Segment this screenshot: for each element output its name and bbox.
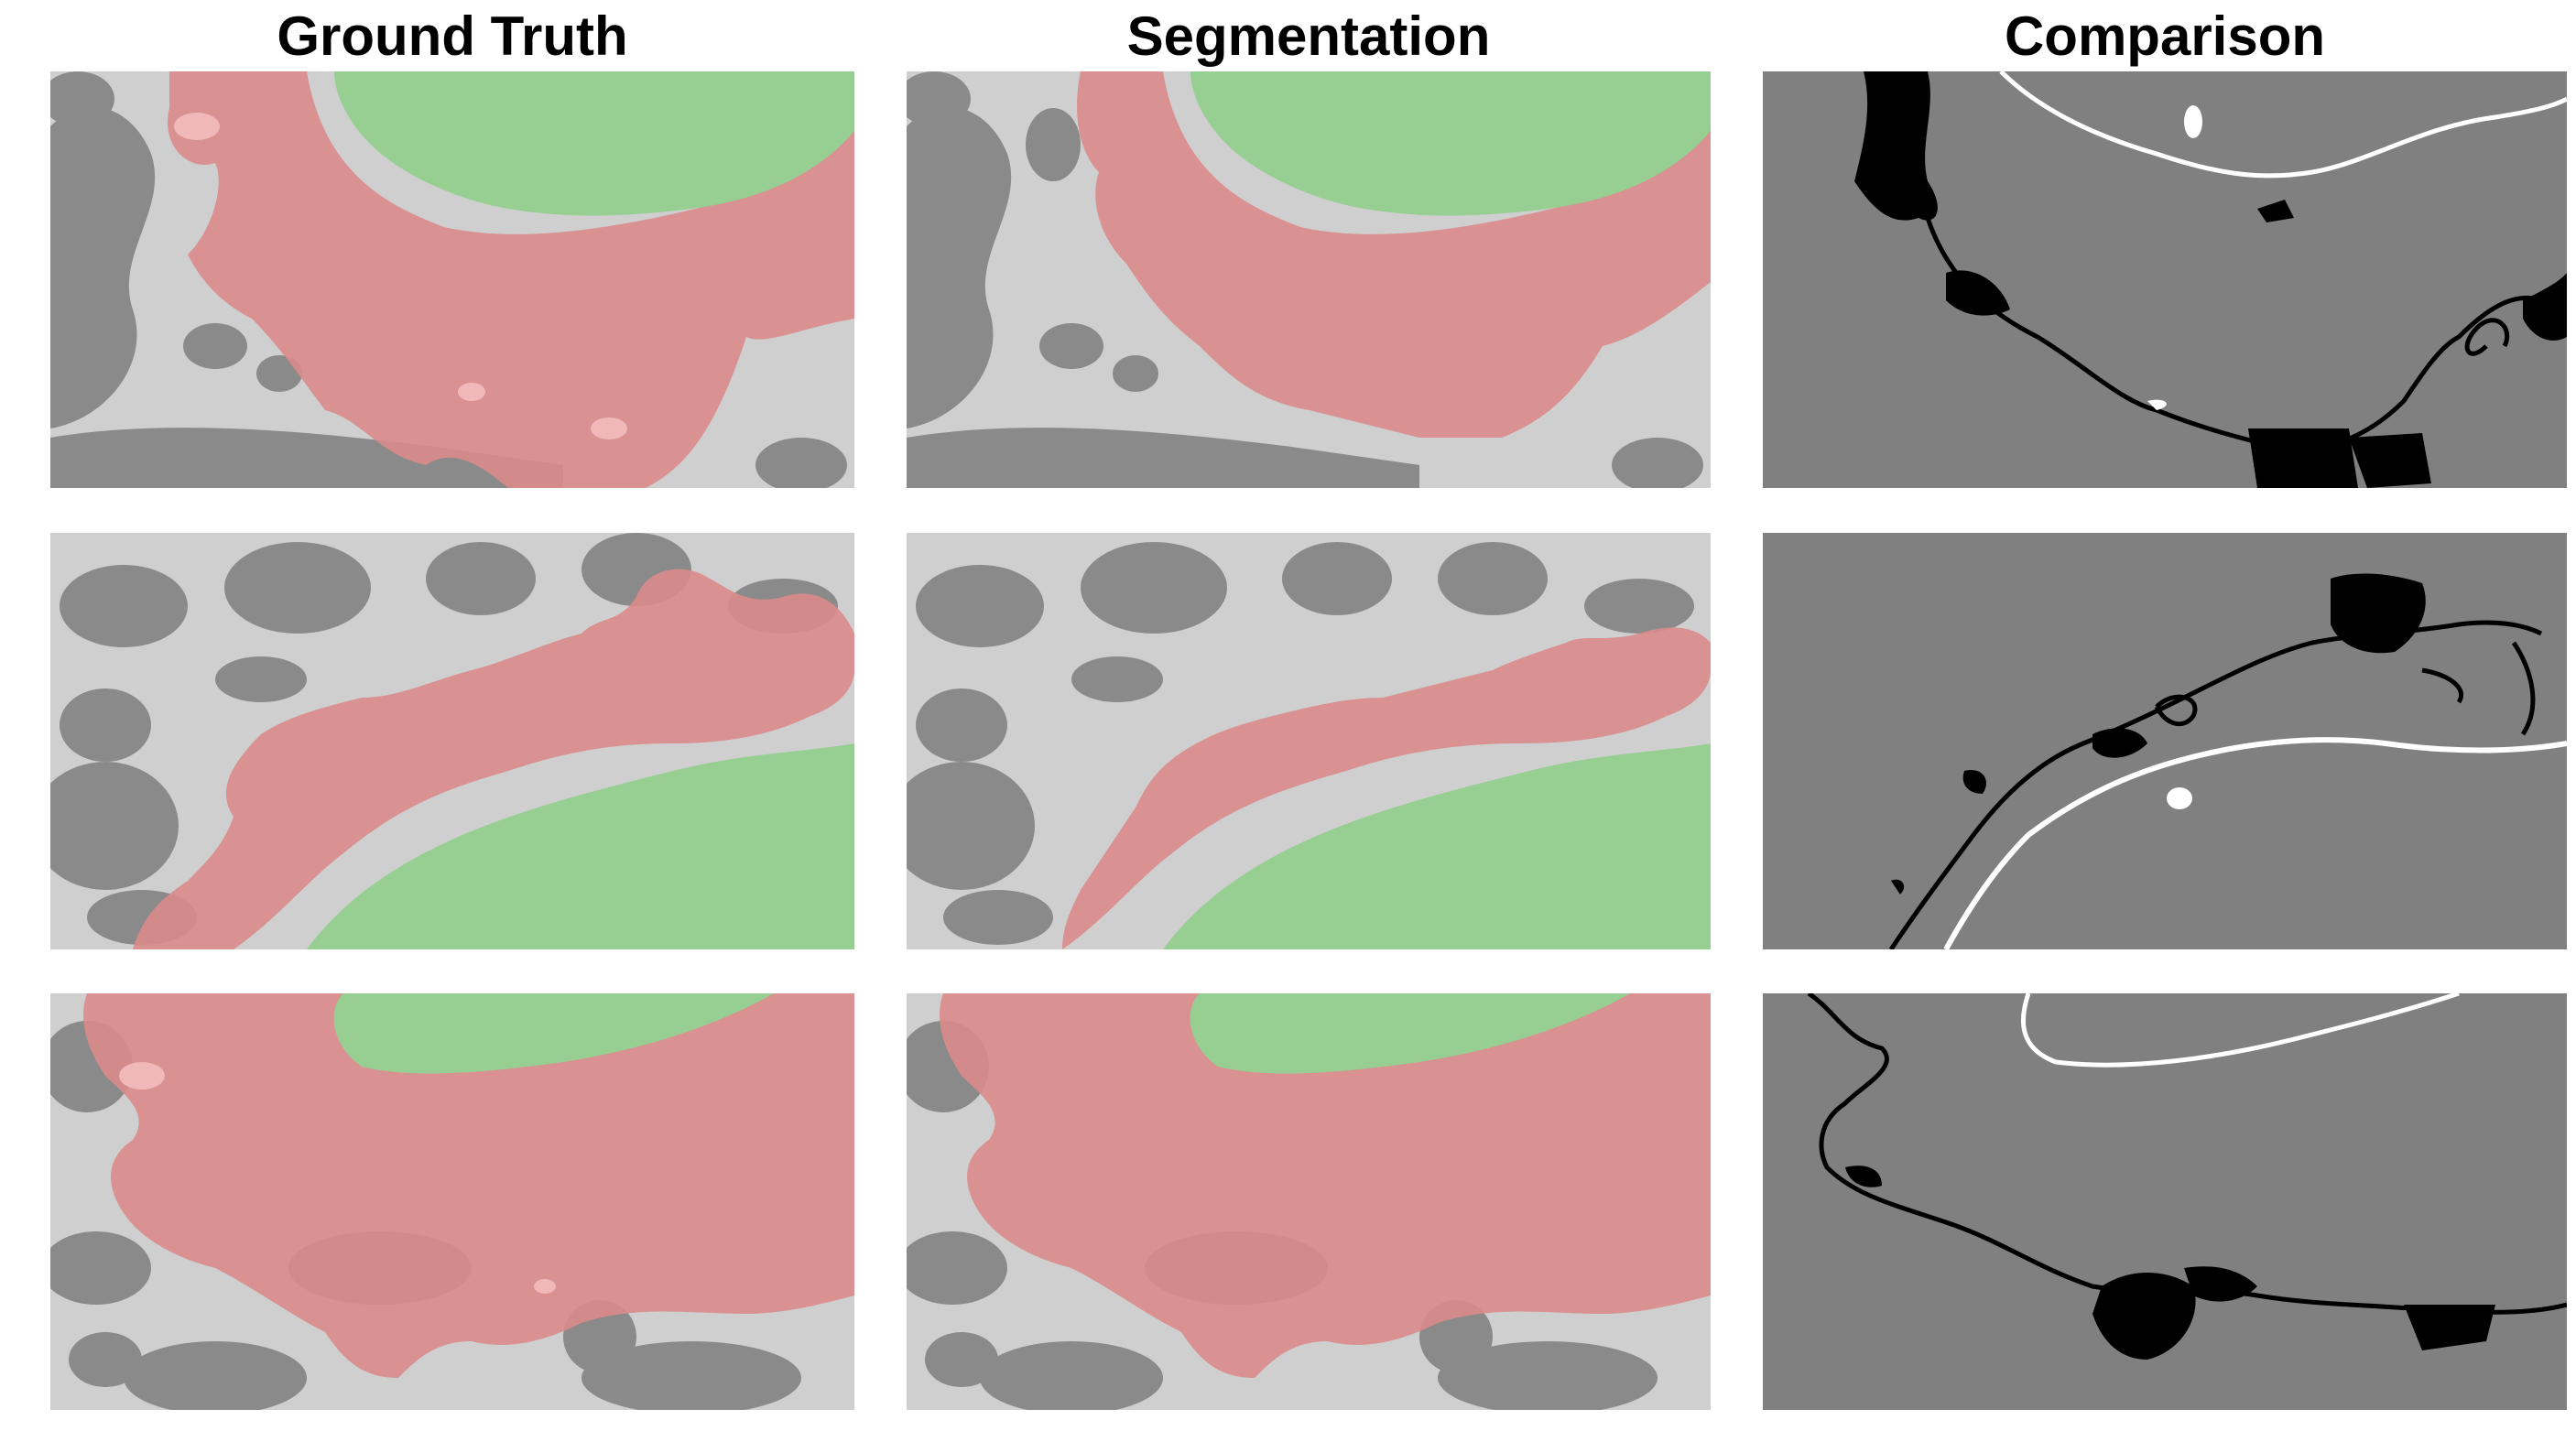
panel-segmentation-row2 bbox=[907, 533, 1711, 949]
column-title-comparison: Comparison bbox=[2004, 5, 2326, 67]
panel-comparison-row2 bbox=[1763, 533, 2567, 949]
column-title-ground-truth: Ground Truth bbox=[277, 5, 628, 67]
panel-comparison-row3 bbox=[1763, 993, 2567, 1410]
column-title-segmentation: Segmentation bbox=[1126, 5, 1491, 67]
panel-ground-truth-row1 bbox=[50, 71, 854, 488]
panel-segmentation-row3 bbox=[907, 993, 1711, 1410]
panel-comparison-row1 bbox=[1763, 71, 2567, 488]
panel-ground-truth-row3 bbox=[50, 993, 854, 1410]
panel-ground-truth-row2 bbox=[50, 533, 854, 949]
panel-segmentation-row1 bbox=[907, 71, 1711, 488]
